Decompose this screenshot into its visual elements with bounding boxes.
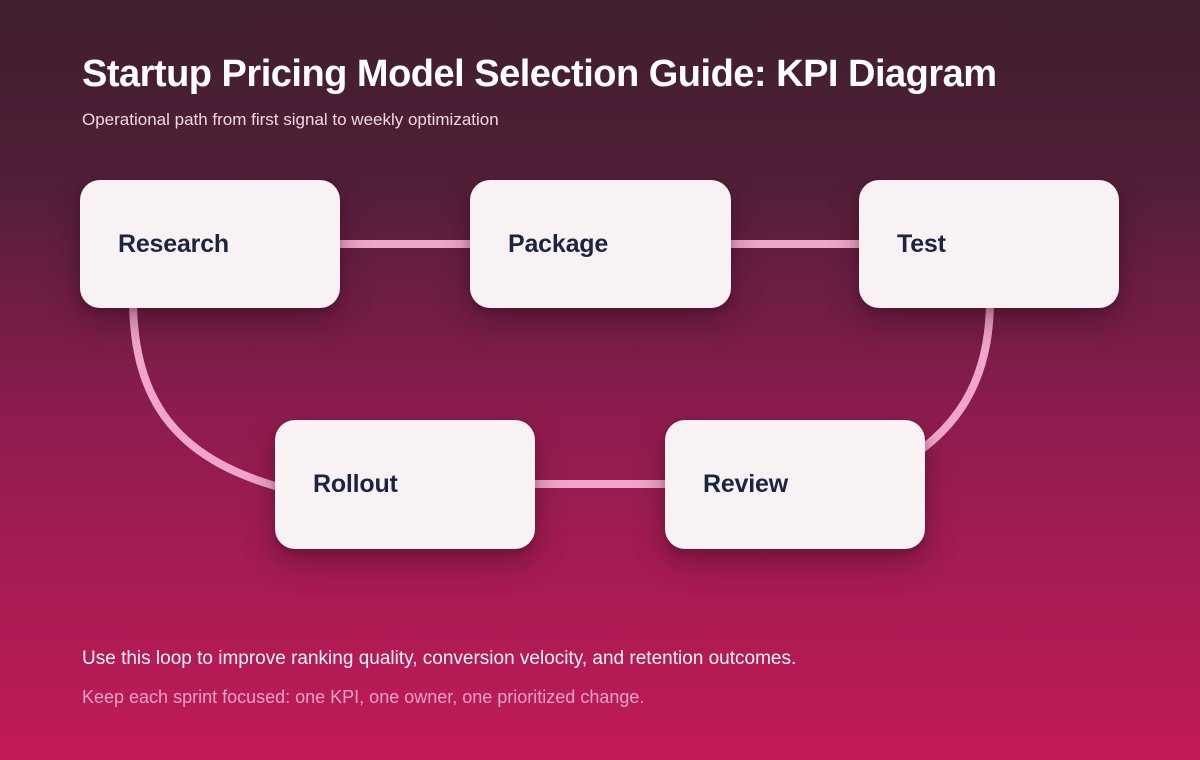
node-label: Review bbox=[703, 470, 788, 498]
node-research: Research bbox=[80, 180, 340, 308]
edge-rollout-research-curve bbox=[129, 294, 294, 494]
footer-secondary-line: Keep each sprint focused: one KPI, one o… bbox=[82, 687, 645, 707]
node-label: Rollout bbox=[313, 470, 398, 498]
node-rollout: Rollout bbox=[275, 420, 535, 549]
node-label: Package bbox=[508, 229, 609, 258]
node-label: Research bbox=[118, 229, 229, 258]
node-review: Review bbox=[665, 420, 925, 549]
node-label: Test bbox=[897, 229, 946, 258]
node-test: Test bbox=[859, 180, 1119, 308]
footer: Use this loop to improve ranking quality… bbox=[82, 648, 1142, 708]
page-subtitle: Operational path from first signal to we… bbox=[82, 109, 499, 129]
page-title: Startup Pricing Model Selection Guide: K… bbox=[82, 53, 997, 95]
node-package: Package bbox=[470, 180, 731, 308]
header: Startup Pricing Model Selection Guide: K… bbox=[82, 53, 1142, 130]
footer-primary-line: Use this loop to improve ranking quality… bbox=[82, 648, 797, 669]
